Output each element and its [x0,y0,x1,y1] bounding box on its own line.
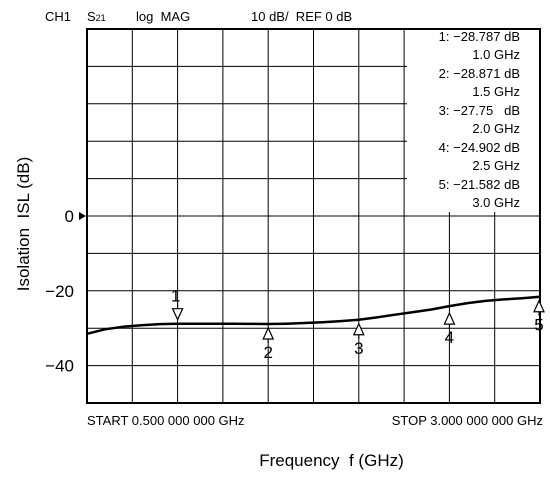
y-tick-labels: 0 −20 −40 [45,207,74,376]
readout-background [407,30,539,212]
marker-triangle [171,308,184,322]
marker-triangle [533,299,545,313]
marker-triangle [262,326,275,340]
marker-readout-value: 2: −28.871 dB [439,66,520,81]
start-frequency-label: START 0.500 000 000 GHz [87,413,245,428]
marker-5: 5 [533,299,545,335]
markers: 1 2 3 4 5 [171,287,545,362]
channel-label: CH1 [45,9,71,24]
y-tick-label: 0 [65,207,74,226]
marker-label: 1 [171,287,180,306]
marker-label: 5 [534,316,543,335]
marker-label: 2 [263,343,272,362]
marker-readout-frequency: 1.0 GHz [472,47,520,62]
reference-level-arrow [79,212,86,220]
y-tick-label: −40 [45,357,74,376]
marker-readout-value: 4: −24.902 dB [439,140,520,155]
marker-triangle [352,322,365,336]
parameter-label: S21 [87,9,106,24]
marker-4: 4 [443,311,456,347]
marker-readout-frequency: 3.0 GHz [472,195,520,210]
marker-readout-frequency: 2.0 GHz [472,121,520,136]
marker-readout-value: 1: −28.787 dB [439,29,520,44]
marker-readout-frequency: 1.5 GHz [472,84,520,99]
data-series-line [86,295,541,336]
scale-label: 10 dB/ REF 0 dB [251,9,352,24]
marker-readout-value: 3: −27.75 dB [439,103,520,118]
y-axis-title: Isolation ISL (dB) [14,157,33,292]
plot-frame [86,28,541,404]
marker-3: 3 [352,322,365,358]
y-tick-label: −20 [45,282,74,301]
grid [87,29,540,403]
marker-label: 4 [445,328,454,347]
marker-1: 1 [171,287,184,322]
analyzer-header: CH1 S21 log MAG 10 dB/ REF 0 dB [45,9,352,24]
marker-triangle [443,311,456,325]
marker-readout-value: 5: −21.582 dB [439,177,520,192]
format-label: log MAG [136,9,190,24]
marker-2: 2 [262,326,275,362]
marker-readout-panel: 1: −28.787 dB 1.0 GHz 2: −28.871 dB 1.5 GHz… [407,29,539,212]
stop-frequency-label: STOP 3.000 000 000 GHz [392,413,543,428]
marker-readout-frequency: 2.5 GHz [472,158,520,173]
marker-label: 3 [354,339,363,358]
x-axis-title: Frequency f (GHz) [259,451,404,470]
